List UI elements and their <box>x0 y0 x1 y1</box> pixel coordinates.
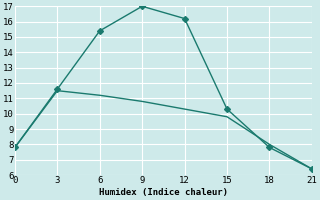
X-axis label: Humidex (Indice chaleur): Humidex (Indice chaleur) <box>99 188 228 197</box>
